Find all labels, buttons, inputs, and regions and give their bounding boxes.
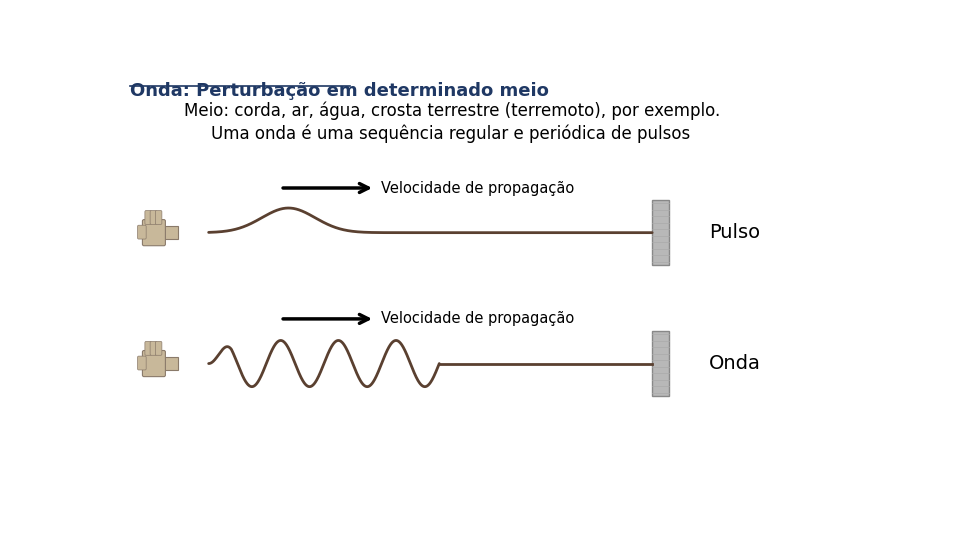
Bar [157,357,178,370]
Text: Onda: Onda [709,354,761,373]
Bar [652,331,669,396]
Bar [157,226,178,239]
FancyBboxPatch shape [145,341,152,355]
FancyBboxPatch shape [156,341,162,355]
Text: Meio: corda, ar, água, crosta terrestre (terremoto), por exemplo.: Meio: corda, ar, água, crosta terrestre … [184,102,720,120]
FancyBboxPatch shape [137,356,146,370]
Text: Pulso: Pulso [709,223,760,242]
Bar [652,200,669,265]
Text: Velocidade de propagação: Velocidade de propagação [381,180,574,195]
FancyBboxPatch shape [137,225,146,239]
FancyBboxPatch shape [150,341,156,355]
FancyBboxPatch shape [142,220,165,246]
Text: Onda: Perturbação em determinado meio: Onda: Perturbação em determinado meio [131,82,549,100]
FancyBboxPatch shape [142,350,165,376]
Text: Uma onda é uma sequência regular e periódica de pulsos: Uma onda é uma sequência regular e perió… [211,125,690,143]
FancyBboxPatch shape [150,211,156,225]
FancyBboxPatch shape [145,211,152,225]
Text: Velocidade de propagação: Velocidade de propagação [381,312,574,326]
FancyBboxPatch shape [156,211,162,225]
